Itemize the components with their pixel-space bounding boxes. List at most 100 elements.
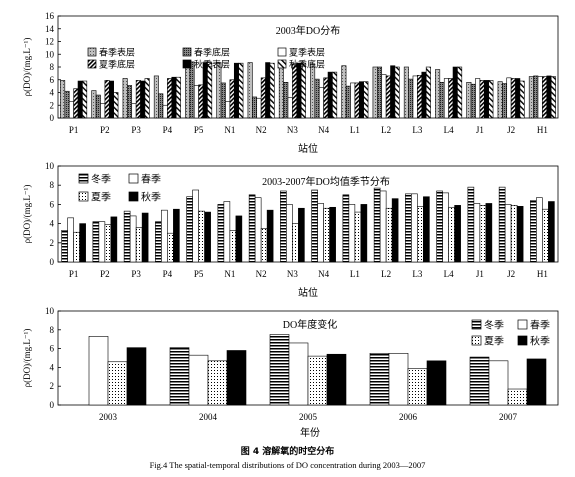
x-tick-label: N4 — [318, 125, 329, 135]
bar-series-3-2004 — [226, 350, 247, 406]
x-tick-label: N2 — [256, 125, 267, 135]
figure-caption-en: Fig.4 The spatial-temporal distributions… — [149, 460, 426, 470]
bar-series-2-2003 — [107, 361, 128, 406]
legend-swatch — [128, 173, 139, 184]
y-tick-label: 6 — [50, 199, 55, 209]
bar-series-0-N4 — [310, 63, 316, 119]
bar-series-1-H1 — [533, 75, 539, 119]
chart-title: DO年度变化 — [283, 318, 337, 331]
bar-series-0-P5 — [185, 62, 191, 119]
y-tick-label: 8 — [50, 62, 55, 72]
bar-series-3-J1 — [479, 80, 485, 119]
bar-series-4-P4 — [171, 76, 177, 119]
bar-series-0-N3 — [280, 190, 287, 263]
bar-series-1-P4 — [161, 209, 168, 263]
x-axis-label: 年份 — [300, 426, 320, 439]
y-axis-label: ρ(DO)/(mg.L⁻¹) — [22, 185, 32, 244]
bar-series-0-L4 — [436, 190, 443, 263]
bar-series-3-L2 — [385, 75, 391, 119]
bar-series-5-P1 — [82, 80, 88, 119]
x-tick-label: N3 — [287, 125, 298, 135]
bar-series-1-N1 — [220, 82, 226, 119]
bar-series-4-H1 — [546, 75, 552, 119]
bar-series-0-N4 — [311, 189, 318, 263]
bar-series-0-N2 — [247, 62, 253, 119]
bar-series-0-J2 — [498, 186, 506, 263]
bar-series-1-P2 — [98, 221, 106, 263]
bar-series-5-N1 — [238, 62, 244, 119]
legend-label: 秋季 — [141, 191, 161, 204]
bar-series-3-L4 — [448, 78, 454, 119]
legend-label: 夏季 — [484, 336, 504, 348]
x-tick-label: L1 — [350, 269, 360, 279]
legend-label: 秋季底层 — [289, 59, 325, 70]
bar-series-1-P1 — [67, 217, 74, 263]
bar-series-4-L1 — [358, 81, 364, 119]
bar-series-3-P2 — [110, 216, 118, 263]
y-tick-label: 0 — [50, 400, 55, 410]
bars — [61, 186, 555, 263]
bar-series-0-N3 — [278, 62, 284, 119]
bar-series-1-2007 — [488, 360, 509, 406]
bar-series-4-L2 — [390, 65, 396, 119]
bar-series-0-N1 — [217, 204, 225, 263]
bar-series-3-P2 — [104, 80, 110, 119]
legend-label: 春季底层 — [194, 47, 230, 58]
bar-series-3-N2 — [260, 77, 266, 119]
bar-series-1-L4 — [439, 82, 445, 119]
y-ticks: 0 2 4 6 8 10 12 14 16 — [45, 11, 61, 123]
bar-series-1-N3 — [286, 204, 293, 263]
legend-label: 夏季 — [91, 192, 111, 204]
bar-series-3-J1 — [485, 203, 493, 263]
x-tick-label: 2007 — [499, 412, 518, 422]
legend-label: 春季 — [141, 174, 161, 186]
bar-series-2-H1 — [542, 208, 549, 263]
y-tick-label: 4 — [50, 362, 55, 372]
bar-series-4-L3 — [421, 71, 427, 119]
x-tick-label: J2 — [507, 125, 515, 135]
bar-series-1-P3 — [127, 85, 133, 119]
bar-series-0-N1 — [216, 62, 222, 119]
bar-series-0-2005 — [269, 334, 290, 406]
bar-series-1-P5 — [192, 189, 199, 263]
x-tick-label: P1 — [69, 125, 79, 135]
bar-series-3-2006 — [426, 360, 447, 406]
bar-series-2-L4 — [443, 78, 449, 119]
bar-series-0-J1 — [467, 186, 475, 263]
x-tick-label: J1 — [476, 125, 484, 135]
y-tick-label: 6 — [50, 344, 55, 354]
legend-swatch — [182, 47, 192, 57]
bar-series-4-J1 — [483, 80, 489, 119]
x-tick-label: L4 — [444, 269, 454, 279]
bar-series-1-L3 — [411, 193, 418, 263]
bar-series-1-L3 — [408, 78, 414, 119]
bar-series-4-P3 — [140, 80, 146, 119]
bar-series-4-P5 — [202, 62, 208, 119]
bar-series-1-H1 — [536, 197, 543, 263]
bar-series-1-J2 — [502, 83, 508, 119]
bar-series-2-2005 — [307, 355, 328, 406]
bar-series-2-2004 — [207, 360, 228, 406]
y-tick-label: 4 — [50, 88, 55, 98]
bar-series-1-N3 — [283, 82, 289, 119]
bar-series-3-P5 — [198, 84, 204, 119]
bar-series-2-N3 — [292, 223, 299, 263]
bar-series-0-L4 — [435, 69, 441, 119]
x-ticks: P1 P2 P3 P4 P5 N1 N2 N3 N4 L1 L2 L3 L4 J1 J2 H1 — [69, 125, 548, 135]
bar-series-0-L2 — [373, 187, 381, 263]
bar-series-1-2005 — [288, 342, 309, 406]
y-tick-label: 4 — [50, 219, 55, 229]
bar-series-0-H1 — [528, 76, 534, 119]
y-tick-label: 10 — [45, 49, 55, 59]
bar-series-0-P5 — [186, 196, 193, 263]
bar-series-1-J1 — [473, 203, 481, 263]
bar-series-0-P4 — [153, 75, 159, 119]
chart-title: 2003年DO分布 — [276, 24, 340, 37]
figure-caption-cn: 图 4 溶解氧的时空分布 — [240, 447, 335, 457]
y-axis-label: ρ(DO)/(mg.L⁻¹) — [22, 329, 32, 388]
bar-series-3-2005 — [326, 353, 347, 406]
bar-series-0-L2 — [372, 66, 378, 119]
legend-swatch — [471, 335, 482, 346]
bar-series-2-L3 — [412, 75, 418, 119]
